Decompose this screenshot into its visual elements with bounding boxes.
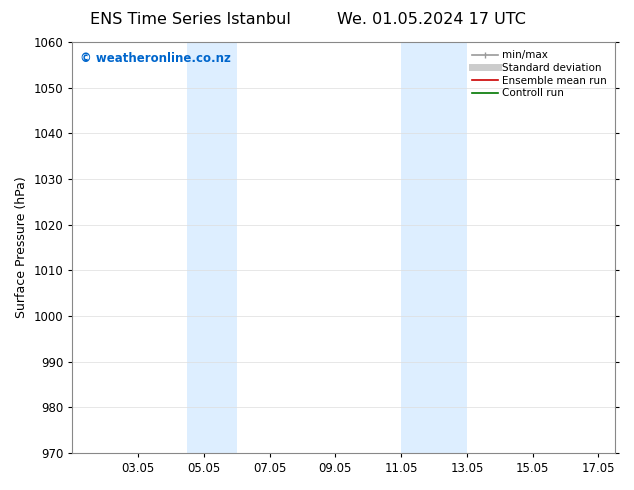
Text: © weatheronline.co.nz: © weatheronline.co.nz bbox=[81, 52, 231, 65]
Text: ENS Time Series Istanbul: ENS Time Series Istanbul bbox=[90, 12, 290, 27]
Bar bbox=[188, 42, 236, 453]
Bar bbox=[401, 42, 467, 453]
Y-axis label: Surface Pressure (hPa): Surface Pressure (hPa) bbox=[15, 176, 28, 318]
Text: We. 01.05.2024 17 UTC: We. 01.05.2024 17 UTC bbox=[337, 12, 526, 27]
Legend: min/max, Standard deviation, Ensemble mean run, Controll run: min/max, Standard deviation, Ensemble me… bbox=[469, 47, 610, 101]
